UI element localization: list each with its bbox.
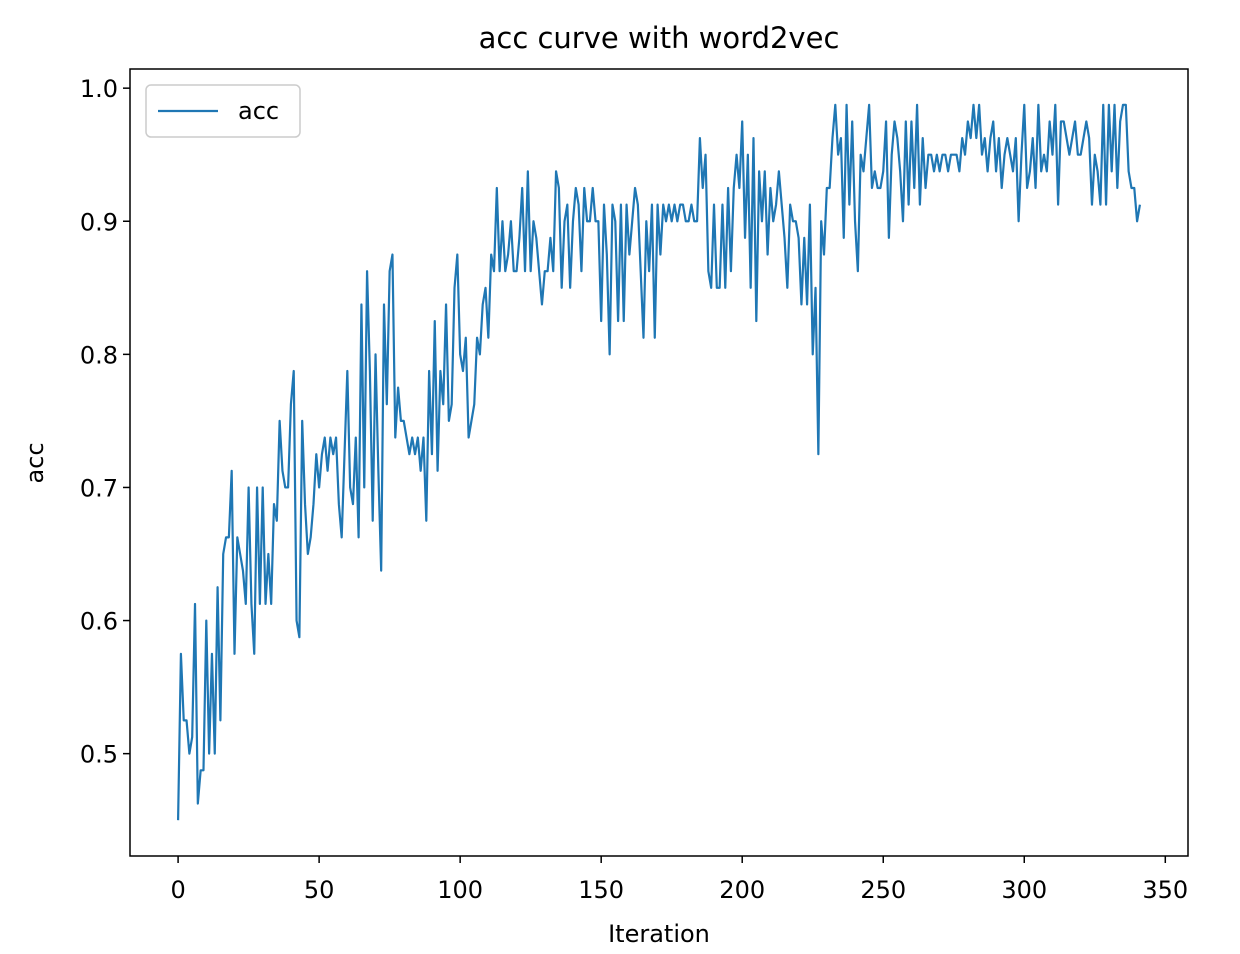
x-axis-label: Iteration [608, 920, 710, 948]
y-axis-label: acc [21, 442, 49, 483]
legend-label: acc [238, 97, 279, 125]
x-tick-label: 250 [860, 876, 906, 904]
data-line [176, 103, 1141, 821]
plot-frame [129, 68, 1189, 857]
x-tick-label: 350 [1142, 876, 1188, 904]
x-tick-label: 150 [578, 876, 624, 904]
legend-box [145, 84, 301, 138]
y-tick-label: 0.7 [80, 474, 118, 502]
x-tick-label: 300 [1001, 876, 1047, 904]
y-tick-label: 0.5 [80, 741, 118, 769]
x-tick-label: 200 [719, 876, 765, 904]
x-tick-label: 0 [170, 876, 185, 904]
chart-title: acc curve with word2vec [479, 21, 840, 55]
y-tick-label: 0.8 [80, 341, 118, 369]
y-tick-label: 0.9 [80, 208, 118, 236]
y-tick-label: 1.0 [80, 75, 118, 103]
y-tick-label: 0.6 [80, 608, 118, 636]
x-tick-label: 50 [304, 876, 335, 904]
x-tick-label: 100 [437, 876, 483, 904]
